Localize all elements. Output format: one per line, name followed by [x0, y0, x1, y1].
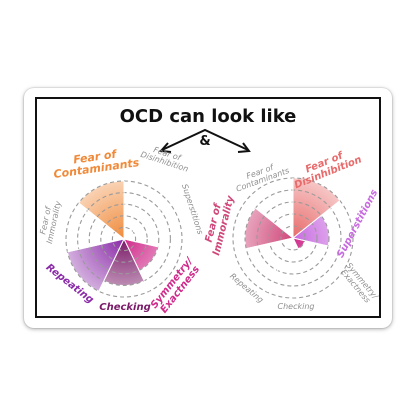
category-label-fear-of-immorality: Fear ofImmorality — [201, 192, 237, 257]
category-label-symmetry-exactness: Symmetry/Exactness — [149, 255, 204, 318]
grid-spoke — [266, 237, 294, 293]
grid-spoke — [78, 202, 125, 240]
grid-spoke — [67, 238, 125, 253]
category-label-fear-of-disinhibition: Fear ofDisinhibition — [289, 145, 363, 192]
arrow-lines — [161, 128, 249, 151]
grid-spoke — [292, 200, 341, 239]
grid-spoke — [234, 237, 294, 252]
connector-arrows — [158, 128, 251, 153]
category-label-checking: Checking — [99, 302, 151, 313]
grid-spoke — [123, 202, 170, 240]
wedge-fear-of-contaminants — [78, 180, 125, 240]
grid-spoke — [292, 237, 320, 293]
polar-chart-1: Fear ofDisinhibitionSuperstitionsSymmetr… — [37, 145, 205, 318]
grid-ring — [111, 226, 137, 252]
grid-spoke — [123, 238, 150, 292]
arrow-head-right — [237, 142, 251, 153]
grid-spoke — [245, 200, 294, 239]
category-label-superstitions: Superstitions — [180, 183, 205, 236]
grid-spoke — [292, 237, 352, 252]
grid-spoke — [98, 238, 125, 292]
ampersand-label: & — [199, 134, 210, 149]
category-label-checking: Checking — [278, 302, 315, 311]
category-label-symmetry-exactness: Symmetry/Exactness — [338, 261, 381, 307]
category-label-fear-of-contaminants: Fear ofContaminants — [232, 158, 291, 193]
grid-ring — [65, 180, 183, 298]
category-label-fear-of-immorality: Fear ofImmorality — [37, 198, 63, 244]
arrow-head-left — [158, 142, 172, 153]
category-label-superstitions: Superstitions — [335, 188, 380, 260]
grid-spoke — [123, 238, 181, 253]
category-label-fear-of-contaminants: Fear ofContaminants — [51, 145, 140, 181]
chart-frame — [35, 97, 381, 318]
page-title: OCD can look like — [120, 106, 297, 127]
